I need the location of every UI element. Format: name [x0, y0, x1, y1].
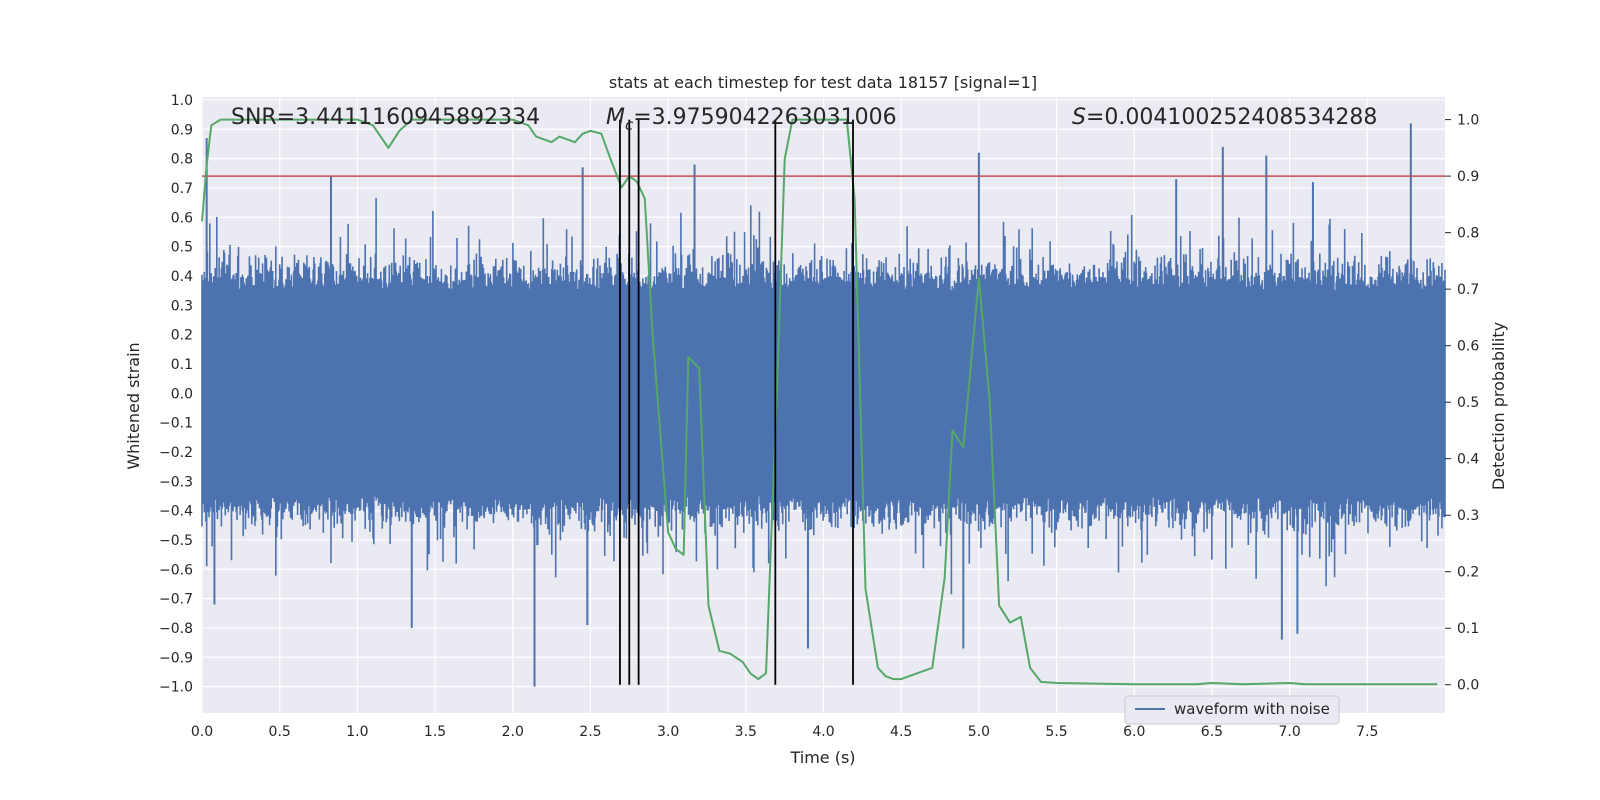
- y-tick-label: 0.2: [171, 328, 193, 344]
- chirp-mass-annotation: Mc=3.9759042263031006: [606, 105, 897, 134]
- x-tick-label: 1.0: [346, 724, 368, 740]
- legend: waveform with noise: [1124, 695, 1340, 725]
- y-tick-label: 0.4: [171, 269, 193, 285]
- chirp-mass-subscript: c: [625, 116, 634, 134]
- y-tick-label: −0.9: [159, 650, 193, 666]
- y-tick-label: 0.3: [171, 298, 193, 314]
- y2-tick-label: 1.0: [1457, 113, 1479, 129]
- x-tick-label: 4.0: [812, 724, 834, 740]
- x-tick-label: 2.5: [579, 724, 601, 740]
- y-tick-label: −0.6: [159, 562, 193, 578]
- y-tick-label: 0.6: [171, 210, 193, 226]
- y2-tick-label: 0.9: [1457, 169, 1479, 185]
- y2-tick-label: 0.0: [1457, 678, 1479, 694]
- x-tick-label: 4.5: [890, 724, 912, 740]
- detection-probability-line: [201, 118, 1438, 686]
- x-tick-label: 6.5: [1201, 724, 1223, 740]
- x-tick-label: 7.0: [1278, 724, 1300, 740]
- y-tick-label: −0.2: [159, 445, 193, 461]
- y-tick-label: 1.0: [171, 93, 193, 109]
- legend-label: waveform with noise: [1174, 700, 1330, 718]
- y-tick-label: 0.8: [171, 152, 193, 168]
- x-axis-label: Time (s): [789, 748, 855, 767]
- y-tick-label: 0.0: [171, 386, 193, 402]
- waveform-core-band: [202, 290, 1445, 496]
- x-tick-label: 3.0: [657, 724, 679, 740]
- x-tick-label: 2.0: [502, 724, 524, 740]
- x-tick-label: 0.5: [269, 724, 291, 740]
- y-tick-label: −0.7: [159, 592, 193, 608]
- chart-title: stats at each timestep for test data 181…: [609, 73, 1037, 92]
- y-tick-label: −0.3: [159, 474, 193, 490]
- y2-tick-label: 0.5: [1457, 395, 1479, 411]
- x-tick-label: 0.0: [191, 724, 213, 740]
- y-tick-label: 0.5: [171, 240, 193, 256]
- y-tick-label: −0.1: [159, 416, 193, 432]
- waveform-with-noise-series: [201, 123, 1446, 687]
- y2-tick-label: 0.8: [1457, 226, 1479, 242]
- y-axis-ticks: 1.0 0.9 0.8 0.7 0.6 0.5 0.4 0.3 0.2 0.1 0.0 −0.1 −0.…: [159, 93, 193, 696]
- y-tick-label: −1.0: [159, 680, 193, 696]
- y-tick-label: 0.9: [171, 122, 193, 138]
- chirp-mass-value: =3.9759042263031006: [633, 105, 896, 130]
- s-value: =0.004100252408534288: [1086, 105, 1377, 130]
- x-tick-label: 1.5: [424, 724, 446, 740]
- x-tick-label: 5.5: [1045, 724, 1067, 740]
- chirp-mass-symbol: M: [606, 105, 625, 130]
- x-tick-label: 5.0: [968, 724, 990, 740]
- x-tick-label: 3.5: [735, 724, 757, 740]
- s-symbol: S: [1072, 105, 1086, 130]
- y-tick-label: 0.7: [171, 181, 193, 197]
- x-tick-label: 7.5: [1356, 724, 1378, 740]
- x-axis-ticks: 0.0 0.5 1.0 1.5 2.0 2.5 3.0 3.5 4.0 4.5 5.0 5.5 6.0 6…: [191, 724, 1379, 740]
- y-tick-label: −0.4: [159, 504, 193, 520]
- y2-axis-label: Detection probability: [1489, 322, 1508, 490]
- y2-tick-label: 0.6: [1457, 339, 1479, 355]
- y2-tick-label: 0.4: [1457, 452, 1479, 468]
- y2-tick-label: 0.3: [1457, 508, 1479, 524]
- y2-axis-ticks: 1.0 0.9 0.8 0.7 0.6 0.5 0.4 0.3 0.2 0.1 0.0: [1445, 113, 1479, 694]
- snr-annotation: SNR=3.4411160945892334: [231, 105, 540, 130]
- y-tick-label: −0.5: [159, 533, 193, 549]
- vertical-markers: [619, 119, 854, 685]
- y2-tick-label: 0.7: [1457, 282, 1479, 298]
- y-tick-label: 0.1: [171, 357, 193, 373]
- x-tick-label: 6.0: [1123, 724, 1145, 740]
- legend-box: [1124, 695, 1340, 725]
- y-tick-label: −0.8: [159, 621, 193, 637]
- y2-tick-label: 0.2: [1457, 565, 1479, 581]
- s-annotation: S=0.004100252408534288: [1072, 105, 1377, 130]
- detection-probability-series: [201, 118, 1438, 686]
- y-axis-label: Whitened strain: [124, 342, 143, 469]
- y2-tick-label: 0.1: [1457, 621, 1479, 637]
